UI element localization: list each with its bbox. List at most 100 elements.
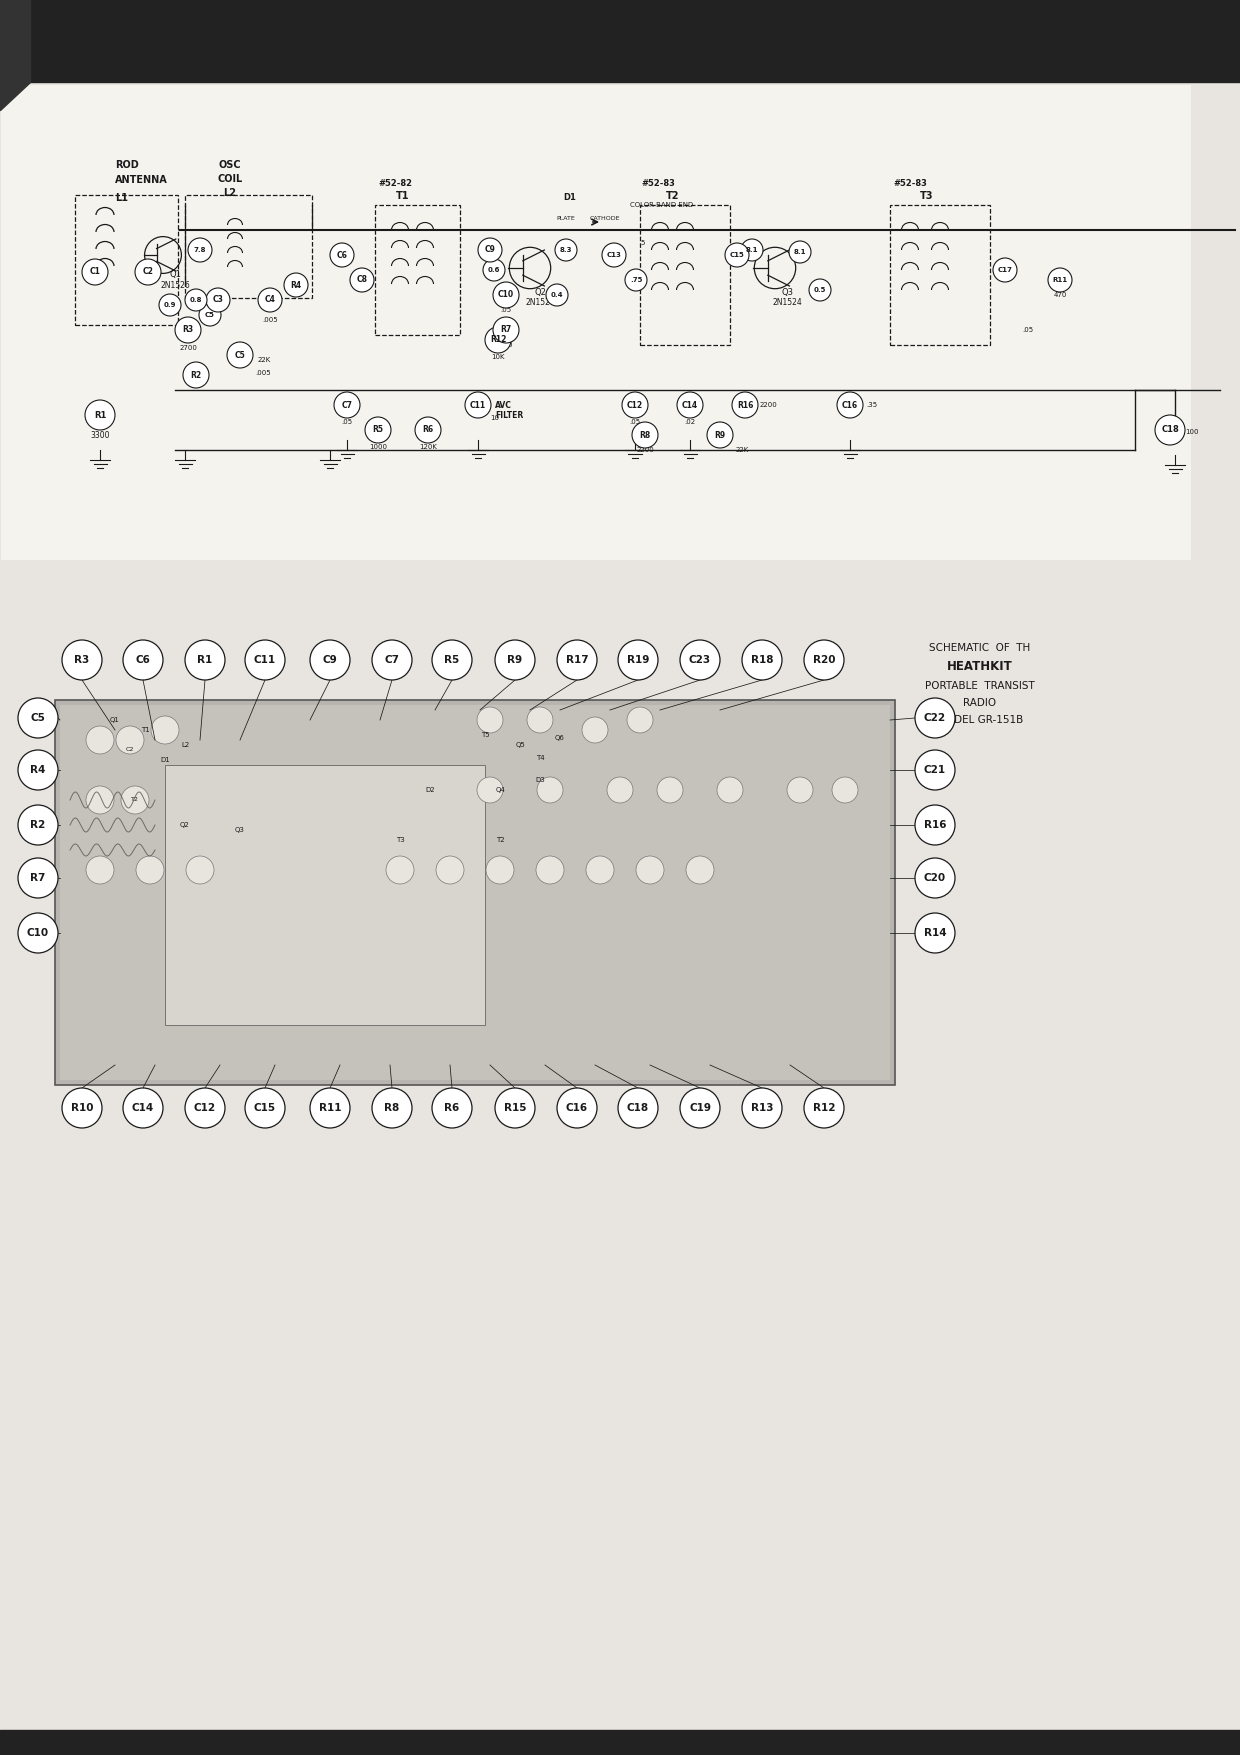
Text: 330: 330 [500,342,513,347]
Text: .35: .35 [866,402,877,407]
Circle shape [485,326,511,353]
Circle shape [527,707,553,734]
Circle shape [557,1088,596,1128]
Text: .005: .005 [255,370,270,376]
Text: RADIO: RADIO [963,698,997,707]
Circle shape [717,777,743,804]
Text: 120K: 120K [419,444,436,449]
Circle shape [556,239,577,261]
Text: 2N1524: 2N1524 [525,298,554,307]
Circle shape [915,913,955,953]
Circle shape [246,641,285,679]
Circle shape [82,260,108,284]
Text: MODEL GR-151B: MODEL GR-151B [937,714,1023,725]
Circle shape [495,1088,534,1128]
Circle shape [117,727,144,755]
Text: R6: R6 [423,425,434,435]
Text: .005: .005 [262,318,278,323]
Text: R11: R11 [319,1102,341,1113]
Circle shape [915,698,955,739]
Text: 8.1: 8.1 [745,247,758,253]
Text: C6: C6 [135,655,150,665]
Circle shape [537,777,563,804]
Text: D3: D3 [536,777,544,783]
Text: 22K: 22K [737,448,749,453]
Text: C3: C3 [212,295,223,305]
Bar [74,195,179,325]
Text: C10: C10 [27,928,50,937]
Text: Q6: Q6 [556,735,565,741]
Text: D1: D1 [563,193,577,202]
Circle shape [742,239,763,261]
Circle shape [495,641,534,679]
Text: C22: C22 [924,713,946,723]
Text: T3: T3 [920,191,934,202]
Circle shape [372,1088,412,1128]
Circle shape [135,260,161,284]
Text: R1: R1 [197,655,212,665]
Text: 2700: 2700 [179,346,197,351]
Text: Q4: Q4 [495,786,505,793]
Text: Q2: Q2 [180,821,190,828]
Text: SCHEMATIC  OF  TH: SCHEMATIC OF TH [929,642,1030,653]
Text: R8: R8 [640,430,651,439]
Circle shape [632,421,658,448]
Circle shape [627,707,653,734]
Text: 2N1526: 2N1526 [160,281,190,291]
Circle shape [415,418,441,442]
Bar [60,706,890,1079]
Text: C23: C23 [689,655,711,665]
Text: .05: .05 [1023,326,1034,333]
Text: .05: .05 [341,419,352,425]
Text: C6: C6 [336,251,347,260]
Circle shape [122,786,149,814]
Text: ROD: ROD [115,160,139,170]
Text: COIL: COIL [217,174,243,184]
Text: C7: C7 [384,655,399,665]
Text: R7: R7 [30,872,46,883]
Circle shape [546,284,568,305]
Circle shape [86,786,114,814]
Circle shape [622,391,649,418]
Text: C21: C21 [924,765,946,776]
Text: 0.4: 0.4 [551,291,563,298]
Text: 5: 5 [641,240,645,246]
Text: Q5: Q5 [515,742,525,748]
Circle shape [19,913,58,953]
Circle shape [837,391,863,418]
Text: HEATHKIT: HEATHKIT [947,660,1013,674]
Text: C20: C20 [924,872,946,883]
Circle shape [494,283,520,307]
Text: R2: R2 [30,820,46,830]
Text: T2: T2 [666,191,680,202]
Circle shape [486,856,515,885]
Circle shape [618,641,658,679]
Text: AVC: AVC [495,400,512,409]
Circle shape [804,1088,844,1128]
Text: R7: R7 [501,325,512,335]
Text: R4: R4 [30,765,46,776]
Text: C9: C9 [485,246,496,254]
Text: C10: C10 [498,291,515,300]
Circle shape [86,400,115,430]
Circle shape [436,856,464,885]
Circle shape [284,274,308,297]
Text: D2: D2 [425,786,435,793]
Circle shape [789,240,811,263]
Text: C5: C5 [205,312,215,318]
Text: L1: L1 [115,193,128,204]
Circle shape [136,856,164,885]
Circle shape [372,641,412,679]
Circle shape [587,856,614,885]
Circle shape [19,698,58,739]
Circle shape [915,806,955,844]
Text: R17: R17 [565,655,588,665]
Text: C8: C8 [357,276,367,284]
Text: .05: .05 [501,307,512,312]
Text: #52-83: #52-83 [893,179,928,188]
Text: C15: C15 [729,253,744,258]
Text: 3300: 3300 [91,430,110,439]
Text: R11: R11 [1053,277,1068,283]
Circle shape [582,718,608,742]
Text: 100: 100 [1185,428,1199,435]
